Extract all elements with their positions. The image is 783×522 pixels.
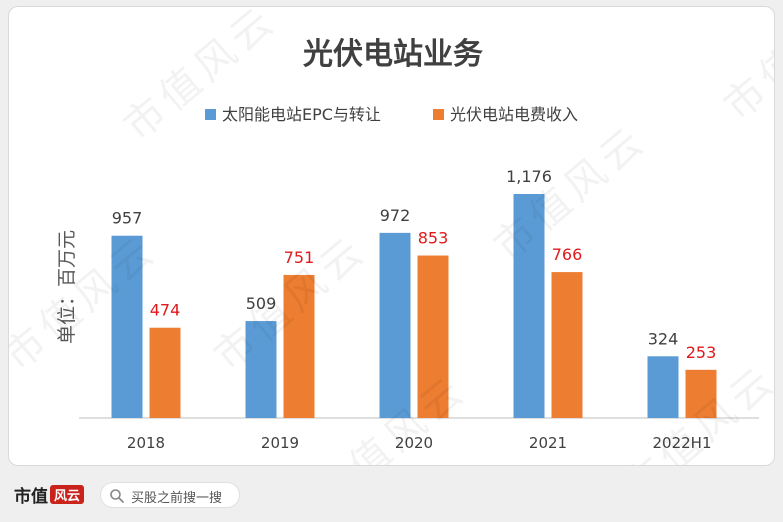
x-tick-2022H1: 2022H1: [653, 434, 712, 452]
data-label-electricity-2021: 766: [552, 245, 583, 264]
data-label-electricity-2018: 474: [150, 301, 181, 320]
search-placeholder: 买股之前搜一搜: [131, 491, 223, 506]
bar-epc-2022H1: [647, 356, 679, 418]
y-axis-label: 单位：百万元: [56, 230, 78, 344]
bar-electricity-2019: [283, 274, 315, 418]
footer-bar: 市值 风云 买股之前搜一搜: [0, 466, 783, 522]
brand-text: 市值: [14, 487, 48, 507]
x-tick-2020: 2020: [395, 434, 433, 452]
x-tick-2019: 2019: [261, 434, 299, 452]
search-box[interactable]: 买股之前搜一搜: [100, 482, 240, 508]
bar-electricity-2018: [149, 327, 181, 418]
data-label-epc-2020: 972: [380, 206, 411, 225]
x-tick-2018: 2018: [127, 434, 165, 452]
data-label-epc-2021: 1,176: [506, 167, 552, 186]
data-label-electricity-2022H1: 253: [686, 343, 717, 362]
bar-epc-2020: [379, 232, 411, 418]
data-label-electricity-2019: 751: [284, 248, 315, 267]
bar-epc-2021: [513, 194, 545, 418]
data-label-epc-2019: 509: [246, 294, 277, 313]
search-icon: [110, 489, 124, 503]
bar-epc-2019: [245, 321, 277, 418]
chart-legend: 太阳能电站EPC与转让 光伏电站电费收入: [205, 105, 578, 124]
x-tick-labels: 2018 2019 2020 2021 2022H1: [127, 434, 712, 452]
legend-label-epc: 太阳能电站EPC与转让: [222, 105, 381, 124]
legend-swatch-electricity: [433, 109, 444, 120]
bar-electricity-2022H1: [685, 369, 717, 418]
bars-group: 957 474 509 751 972 853 1,176 766 324 253: [111, 167, 717, 418]
chart-title: 光伏电站业务: [303, 37, 483, 72]
x-tick-2021: 2021: [529, 434, 567, 452]
brand-logo: 市值 风云: [14, 482, 85, 507]
bar-electricity-2020: [417, 255, 449, 418]
data-label-epc-2022H1: 324: [648, 329, 679, 348]
data-label-epc-2018: 957: [112, 209, 143, 228]
legend-swatch-epc: [205, 109, 216, 120]
legend-label-electricity: 光伏电站电费收入: [450, 105, 578, 124]
bar-chart: 光伏电站业务 太阳能电站EPC与转让 光伏电站电费收入 单位：百万元 957 474…: [56, 37, 759, 452]
data-label-electricity-2020: 853: [418, 229, 449, 248]
bar-electricity-2021: [551, 272, 583, 418]
bar-epc-2018: [111, 235, 143, 418]
chart-card: 光伏电站业务 太阳能电站EPC与转让 光伏电站电费收入 单位：百万元 957 474…: [8, 6, 775, 466]
brand-mark: 风云: [50, 485, 85, 504]
